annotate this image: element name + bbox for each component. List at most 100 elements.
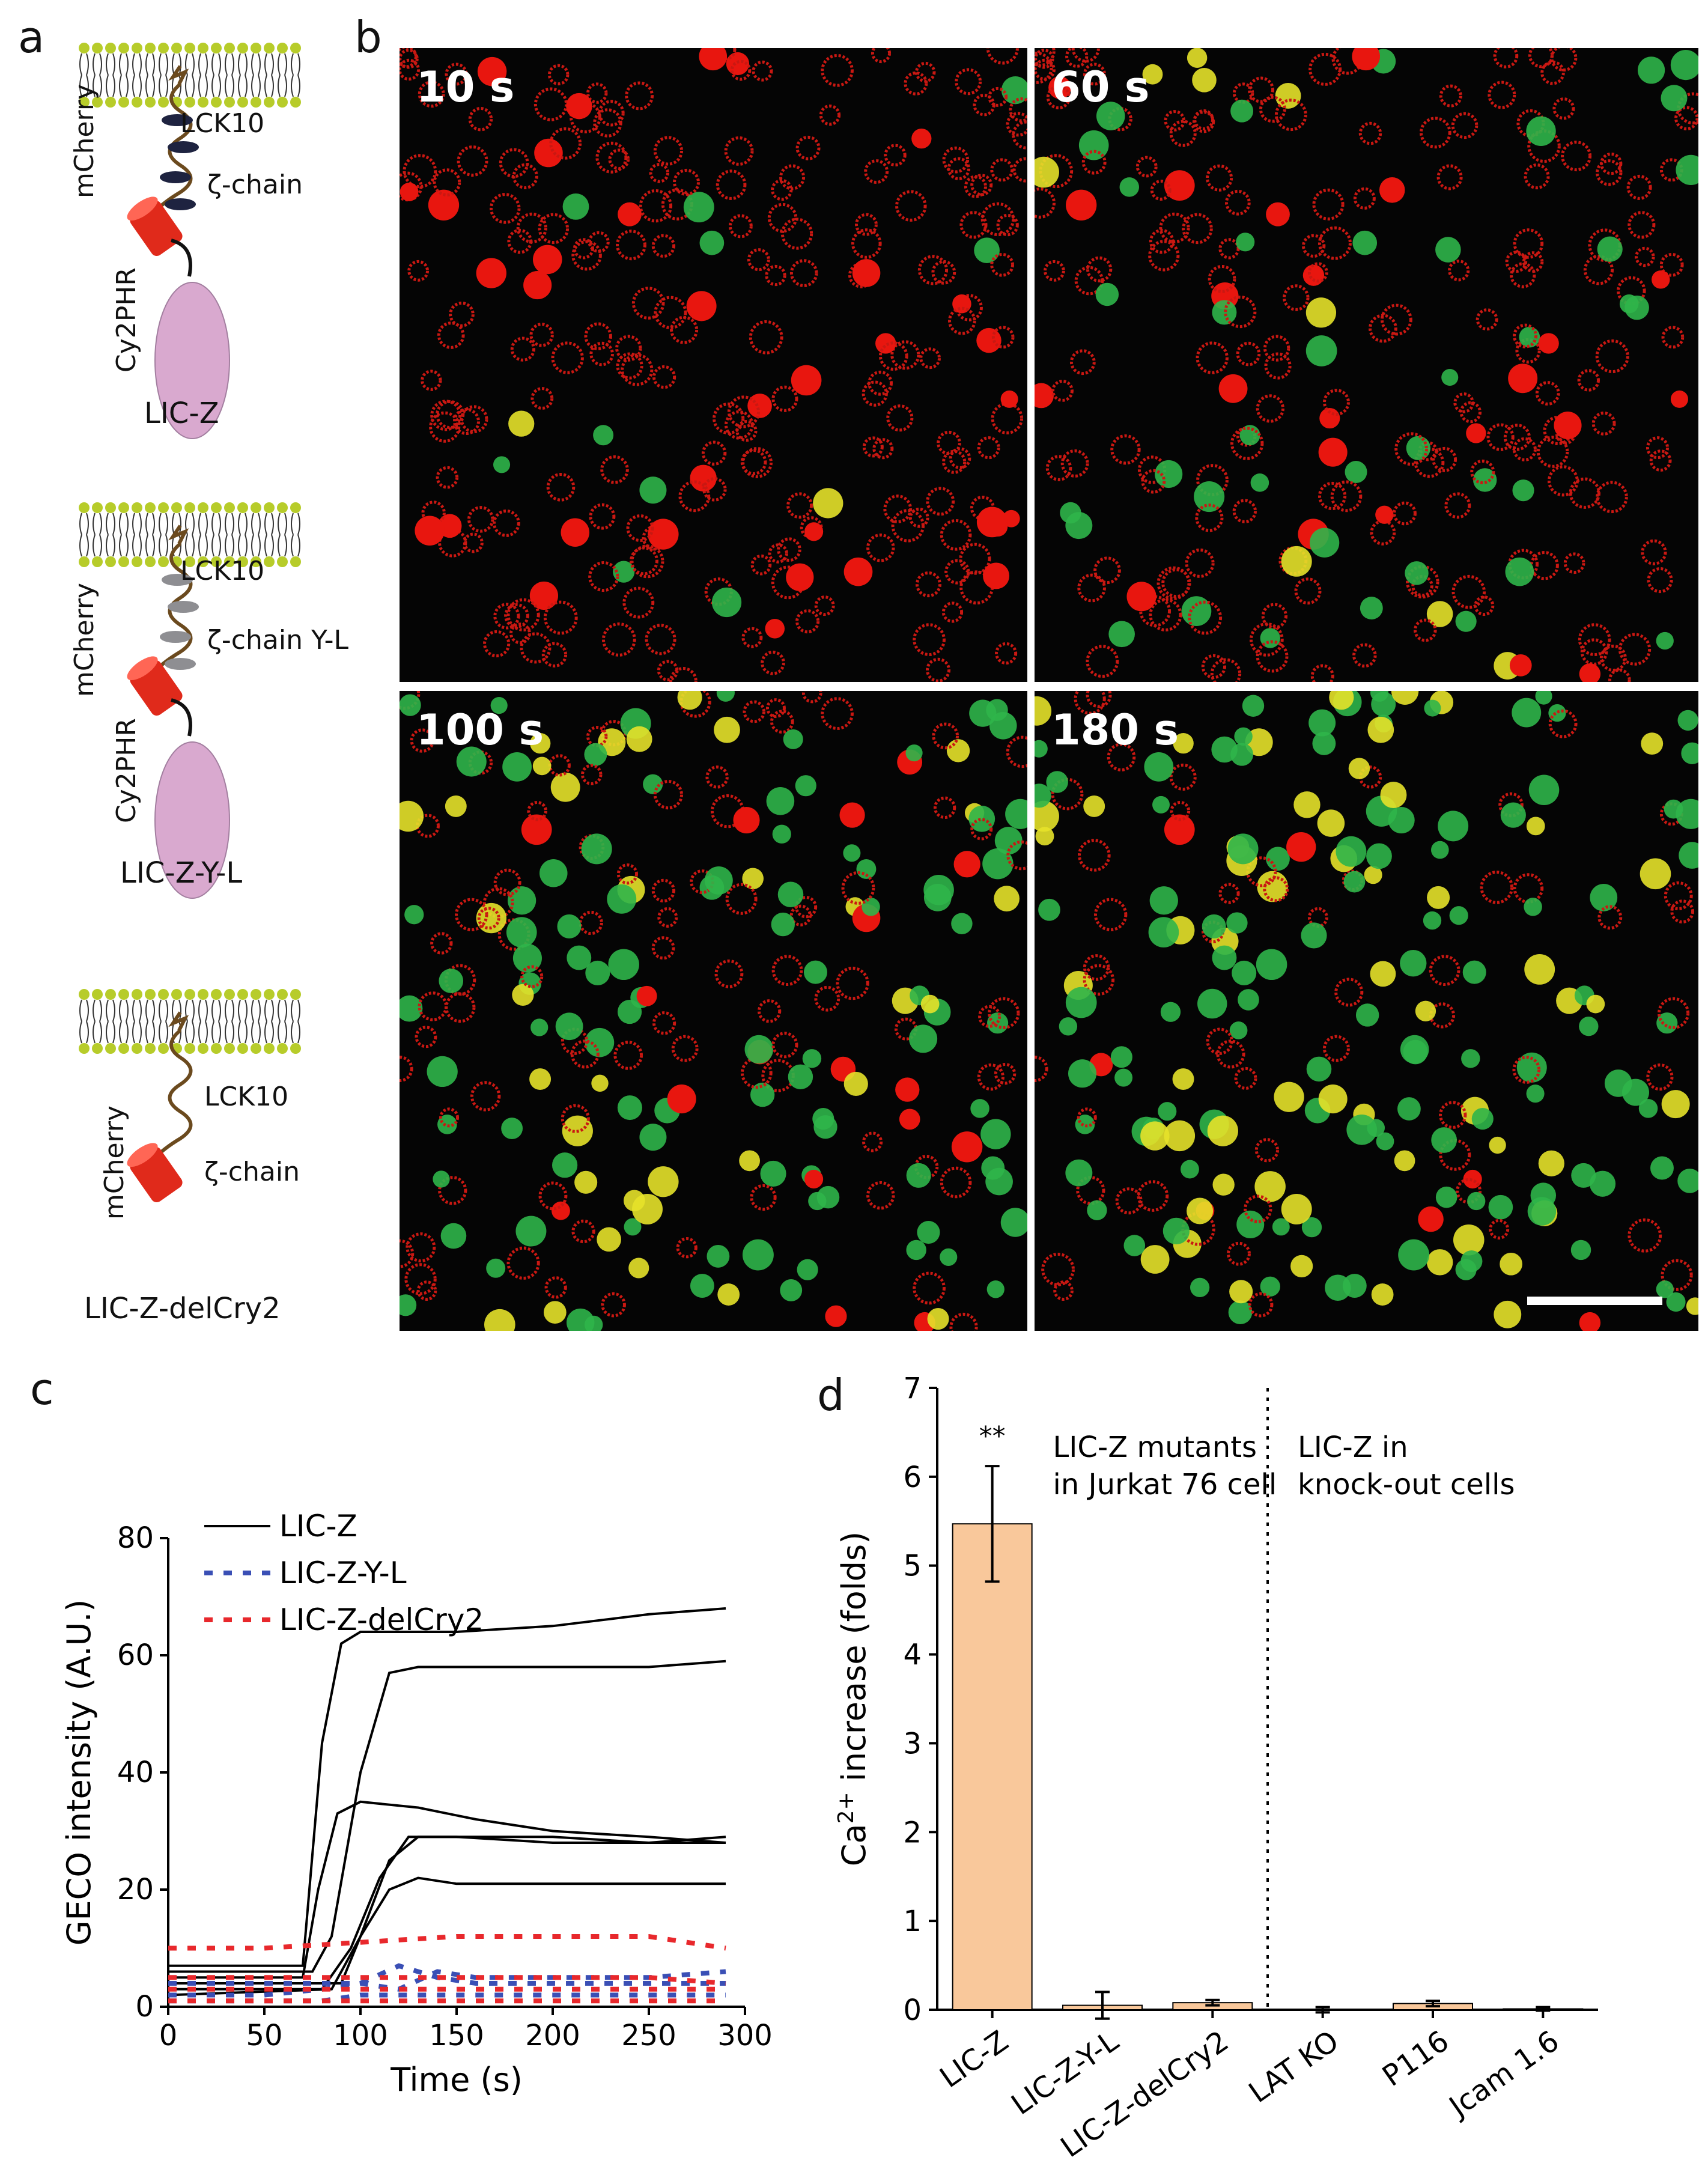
cell-active [400,800,424,832]
series-line [168,1934,726,1951]
cell-bright [983,562,1010,589]
cell-active [1192,68,1217,93]
cell-active [1238,989,1259,1011]
cell-bright [1035,383,1054,409]
cell-active [1035,783,1051,808]
cell-active [1110,1046,1132,1068]
cell-active [508,410,535,437]
cell-resting [1480,871,1514,904]
cell-active [1272,1218,1290,1236]
cell-active [639,476,667,504]
cell-active [1423,911,1442,930]
cell-resting [933,796,956,819]
cell-resting [917,255,949,285]
cell-active [1538,1150,1564,1176]
cell-resting [913,1271,946,1305]
panel-letter-d: d [817,1370,845,1420]
cell-active [1535,691,1552,705]
cell-resting [1641,539,1667,565]
cell-resting [546,473,576,502]
cell-active [1163,1217,1190,1245]
cell-resting [1674,106,1698,130]
cell-active [1164,1120,1196,1152]
cell-resting [872,438,894,460]
cell-resting [421,500,446,525]
cell-resting [1077,1107,1097,1128]
cell-resting [468,107,493,132]
y-axis-label: Ca2+ increase (folds) [834,1532,873,1866]
cell-resting [544,1276,567,1299]
cell-active [597,1227,621,1252]
cell-resting [551,341,584,374]
x-tick-label: 150 [429,2019,484,2052]
y-tick-label: 0 [903,1994,922,2027]
cell-resting [735,420,758,442]
cell-resting [1264,352,1292,380]
cell-bright [843,557,873,586]
cell-resting [1555,424,1576,445]
cell-resting [1041,1252,1075,1286]
cell-active [766,786,795,815]
cell-resting [561,1104,590,1133]
cell-resting [724,136,754,166]
x-tick-label: LIC-Z [934,2024,1014,2094]
cell-resting [581,764,603,785]
cell-resting [1137,1180,1169,1212]
cell-resting [1141,469,1166,494]
cell-resting [771,955,803,987]
significance-marker: ** [979,1421,1006,1452]
cell-resting [1595,339,1629,374]
cell-resting [1670,899,1695,923]
cell-resting [630,544,664,579]
cell-active [501,1118,523,1139]
cell-active [905,744,923,762]
cell-active [1366,843,1392,869]
cell-active [843,1071,868,1097]
y-axis-label: GECO intensity (A.U.) [60,1599,98,1946]
protein-construct-1 [127,65,230,439]
cell-resting [1044,260,1065,282]
cell-resting [771,385,798,412]
cell-active [1619,294,1639,314]
cell-resting [741,627,763,648]
cell-active [1187,1197,1214,1224]
x-tick-label: 0 [159,2019,178,2052]
cell-resting [895,190,927,222]
cell-resting [1451,112,1479,139]
cell-resting [1161,568,1191,598]
cell-resting [616,230,646,261]
cell-resting [1060,449,1089,478]
cell-bright [1266,202,1290,227]
cell-resting [406,1232,436,1263]
cell-active [1035,696,1052,726]
cell-active [1329,691,1354,710]
cell-resting [1051,379,1074,402]
cell-active [981,1156,1005,1180]
cell-resting [504,603,529,628]
panel-letter-b: b [354,12,382,62]
cell-resting [1476,308,1498,331]
cell-resting [747,248,770,272]
cell-bright [875,333,896,354]
cell-active [1589,1170,1616,1197]
cell-bright [733,807,760,834]
cell-active [1142,64,1163,85]
cell-resting [1439,1101,1467,1129]
cell-resting [914,1154,939,1179]
cell-bright [636,985,657,1006]
cell-active [1489,1136,1506,1154]
cell-resting [584,322,612,350]
cell-active [909,1024,938,1053]
cell-active [946,739,970,762]
cell-active [456,746,487,777]
cell-resting [941,601,964,623]
cell-resting [1617,276,1646,306]
cell-resting [795,609,820,634]
cell-resting [463,532,484,553]
cell-active [1679,842,1698,869]
cell-resting [1512,437,1537,461]
cell-active [744,1035,774,1064]
cell-active [404,905,424,925]
cell-active [1528,774,1560,806]
cell-resting [964,175,987,198]
